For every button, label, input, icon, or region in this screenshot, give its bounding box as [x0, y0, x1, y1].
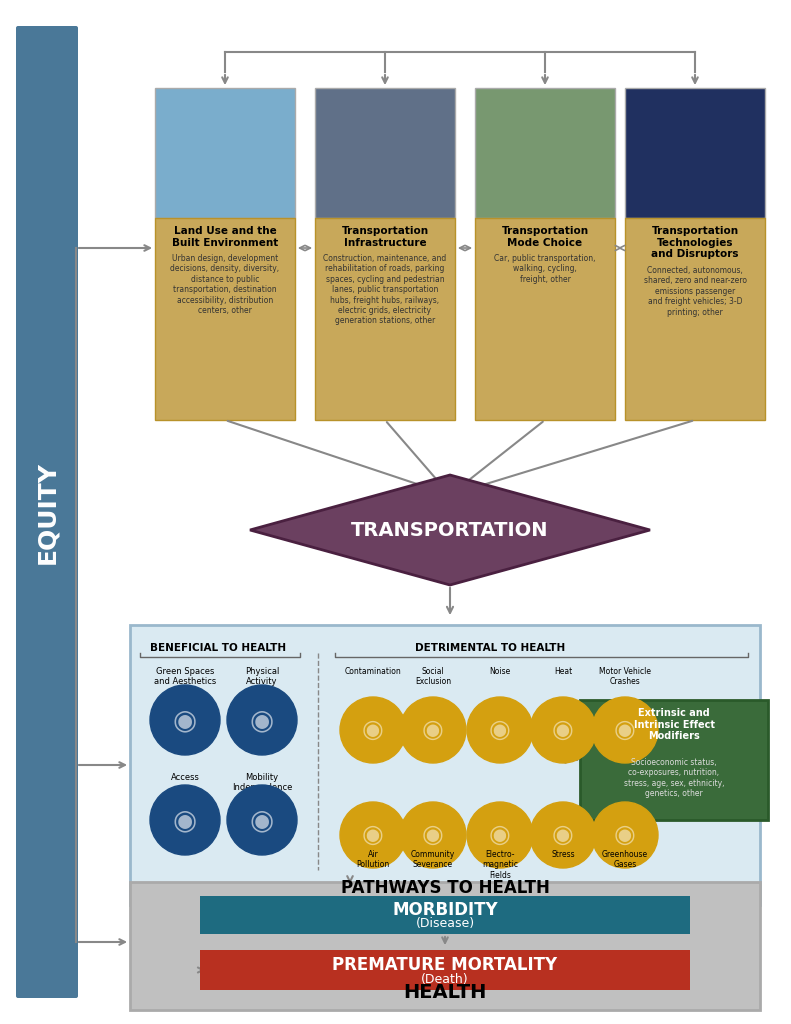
FancyBboxPatch shape	[130, 625, 760, 905]
Text: EQUITY: EQUITY	[35, 461, 59, 563]
Text: (Disease): (Disease)	[415, 916, 475, 930]
Text: ◉: ◉	[422, 718, 444, 742]
Text: Connected, autonomous,
shared, zero and near-zero
emissions passenger
and freigh: Connected, autonomous, shared, zero and …	[644, 266, 747, 316]
FancyBboxPatch shape	[130, 882, 760, 1010]
Text: Land Use and the
Built Environment: Land Use and the Built Environment	[172, 226, 278, 248]
Text: Physical
Activity: Physical Activity	[244, 667, 279, 686]
Text: Green Spaces
and Aesthetics: Green Spaces and Aesthetics	[154, 667, 216, 686]
Text: TRANSPORTATION: TRANSPORTATION	[351, 520, 549, 540]
Circle shape	[400, 697, 466, 763]
FancyBboxPatch shape	[200, 950, 690, 990]
Text: BENEFICIAL TO HEALTH: BENEFICIAL TO HEALTH	[150, 643, 286, 653]
Text: Urban design, development
decisions, density, diversity,
distance to public
tran: Urban design, development decisions, den…	[170, 254, 279, 315]
FancyBboxPatch shape	[625, 218, 765, 420]
Circle shape	[467, 802, 533, 868]
Circle shape	[530, 697, 596, 763]
Text: ◉: ◉	[173, 806, 197, 834]
Text: (Death): (Death)	[421, 973, 469, 985]
FancyBboxPatch shape	[200, 896, 690, 934]
Text: ◉: ◉	[173, 706, 197, 734]
Text: Transportation
Mode Choice: Transportation Mode Choice	[501, 226, 589, 248]
FancyBboxPatch shape	[315, 88, 455, 218]
Circle shape	[592, 697, 658, 763]
Text: Community
Severance: Community Severance	[411, 850, 455, 869]
Text: Socioeconomic status,
co-exposures, nutrition,
stress, age, sex, ethnicity,
gene: Socioeconomic status, co-exposures, nutr…	[624, 758, 725, 798]
Text: ◉: ◉	[362, 718, 384, 742]
Text: Mobility
Independence: Mobility Independence	[232, 773, 292, 793]
Text: ◉: ◉	[552, 823, 574, 847]
Polygon shape	[250, 475, 650, 585]
FancyBboxPatch shape	[315, 218, 455, 420]
Text: ◉: ◉	[250, 806, 274, 834]
Text: Air
Pollution: Air Pollution	[357, 850, 390, 869]
Text: Greenhouse
Gases: Greenhouse Gases	[602, 850, 648, 869]
Text: Motor Vehicle
Crashes: Motor Vehicle Crashes	[599, 667, 651, 686]
FancyBboxPatch shape	[475, 88, 615, 218]
FancyBboxPatch shape	[625, 88, 765, 218]
Text: Transportation
Technologies
and Disruptors: Transportation Technologies and Disrupto…	[651, 226, 739, 259]
FancyBboxPatch shape	[155, 218, 295, 420]
Text: Transportation
Infrastructure: Transportation Infrastructure	[342, 226, 429, 248]
Circle shape	[467, 697, 533, 763]
Text: Social
Exclusion: Social Exclusion	[415, 667, 451, 686]
Text: Construction, maintenance, and
rehabilitation of roads, parking
spaces, cycling : Construction, maintenance, and rehabilit…	[324, 254, 447, 326]
Text: PATHWAYS TO HEALTH: PATHWAYS TO HEALTH	[341, 879, 550, 897]
Circle shape	[340, 697, 406, 763]
Text: ◉: ◉	[422, 823, 444, 847]
Text: ◉: ◉	[614, 718, 636, 742]
FancyBboxPatch shape	[475, 218, 615, 420]
Text: Electro-
magnetic
Fields: Electro- magnetic Fields	[482, 850, 518, 880]
FancyBboxPatch shape	[155, 88, 295, 218]
Text: Access: Access	[171, 773, 199, 782]
Text: Noise: Noise	[490, 667, 511, 676]
Circle shape	[150, 685, 220, 755]
Text: DETRIMENTAL TO HEALTH: DETRIMENTAL TO HEALTH	[414, 643, 565, 653]
Text: ◉: ◉	[489, 718, 511, 742]
Text: Stress: Stress	[551, 850, 575, 859]
Text: ◉: ◉	[552, 718, 574, 742]
Text: ◉: ◉	[489, 823, 511, 847]
Text: Contamination: Contamination	[345, 667, 401, 676]
Text: ◉: ◉	[614, 823, 636, 847]
Circle shape	[340, 802, 406, 868]
Text: PREMATURE MORTALITY: PREMATURE MORTALITY	[332, 956, 558, 974]
FancyBboxPatch shape	[16, 26, 78, 998]
Text: ◉: ◉	[250, 706, 274, 734]
Text: Extrinsic and
Intrinsic Effect
Modifiers: Extrinsic and Intrinsic Effect Modifiers	[634, 708, 714, 741]
Circle shape	[227, 685, 297, 755]
FancyBboxPatch shape	[580, 700, 768, 820]
Circle shape	[400, 802, 466, 868]
Text: Car, public transportation,
walking, cycling,
freight, other: Car, public transportation, walking, cyc…	[494, 254, 596, 284]
Text: HEALTH: HEALTH	[403, 983, 486, 1002]
Text: ◉: ◉	[362, 823, 384, 847]
Circle shape	[227, 785, 297, 855]
Text: Heat: Heat	[554, 667, 572, 676]
Circle shape	[530, 802, 596, 868]
Text: MORBIDITY: MORBIDITY	[392, 901, 498, 919]
Circle shape	[592, 802, 658, 868]
Circle shape	[150, 785, 220, 855]
